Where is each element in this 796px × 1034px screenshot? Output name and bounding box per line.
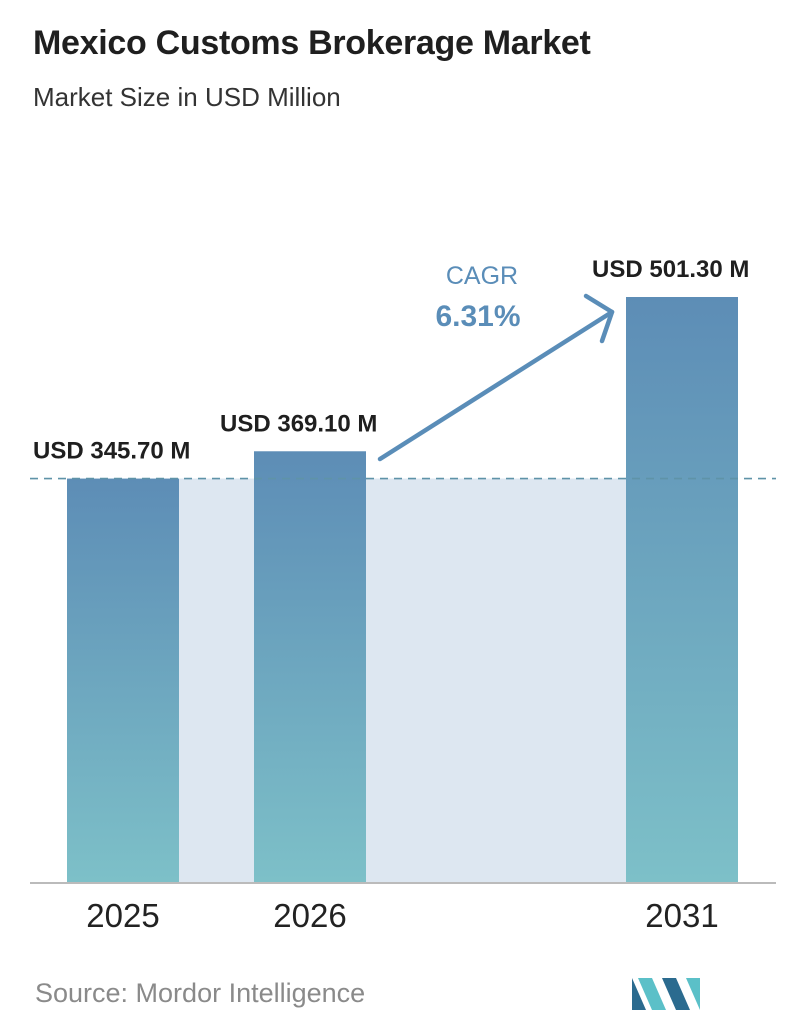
data-label-2025: USD 345.70 M xyxy=(33,438,190,465)
tick-label-2025: 2025 xyxy=(86,897,159,934)
chart-title: Mexico Customs Brokerage Market xyxy=(33,24,591,62)
tick-label-2031: 2031 xyxy=(645,897,718,934)
source-credit: Source: Mordor Intelligence xyxy=(35,978,366,1008)
mordor-intelligence-logo-icon xyxy=(632,978,700,1010)
cagr-value: 6.31% xyxy=(435,300,520,333)
cagr-label: CAGR xyxy=(446,262,518,290)
bar-chart: USD 345.70 M USD 369.10 M USD 501.30 M 2025… xyxy=(30,256,776,934)
cagr-arrow-line xyxy=(377,309,615,462)
tick-label-2026: 2026 xyxy=(273,897,346,934)
bar-2031 xyxy=(626,297,738,882)
data-label-2031: USD 501.30 M xyxy=(592,256,749,283)
cagr-arrow-head xyxy=(583,293,615,344)
data-label-2026: USD 369.10 M xyxy=(220,410,377,437)
bar-2026 xyxy=(254,451,366,882)
bar-2025 xyxy=(67,478,179,882)
chart-subtitle: Market Size in USD Million xyxy=(33,82,341,112)
